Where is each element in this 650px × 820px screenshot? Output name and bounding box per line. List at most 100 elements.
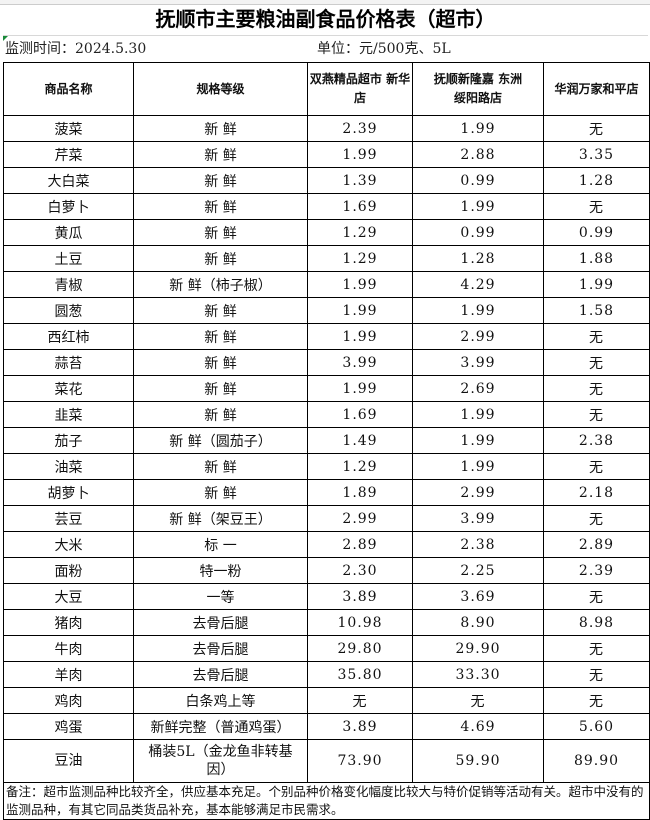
- store-1-price[interactable]: 1.69: [307, 401, 413, 428]
- spec-cell[interactable]: 新鲜完整（普通鸡蛋）: [133, 713, 308, 740]
- product-cell[interactable]: 豆油: [3, 739, 134, 783]
- spec-cell[interactable]: 新 鲜: [133, 245, 308, 272]
- spec-cell[interactable]: 去骨后腿: [133, 661, 308, 688]
- store-3-price[interactable]: 无: [543, 635, 650, 662]
- header-store-3[interactable]: 华润万家和平店: [543, 62, 650, 116]
- spec-cell[interactable]: 新 鲜: [133, 115, 308, 142]
- store-2-price[interactable]: 4.69: [412, 713, 544, 740]
- store-2-price[interactable]: 1.99: [412, 297, 544, 324]
- store-1-price[interactable]: 35.80: [307, 661, 413, 688]
- store-3-price[interactable]: 无: [543, 687, 650, 714]
- store-1-price[interactable]: 1.39: [307, 167, 413, 194]
- store-3-price[interactable]: 5.60: [543, 713, 650, 740]
- product-cell[interactable]: 菠菜: [3, 115, 134, 142]
- unit-label[interactable]: 单位：元/500克、5L: [317, 41, 451, 57]
- spec-cell[interactable]: 桶装5L（金龙鱼非转基因）: [133, 739, 308, 783]
- store-3-price[interactable]: 2.38: [543, 427, 650, 454]
- store-2-price[interactable]: 4.29: [412, 271, 544, 298]
- page-title[interactable]: 抚顺市主要粮油副食品价格表（超市）: [3, 4, 648, 36]
- product-cell[interactable]: 大豆: [3, 583, 134, 610]
- store-1-price[interactable]: 3.99: [307, 349, 413, 376]
- store-1-price[interactable]: 2.89: [307, 531, 413, 558]
- spec-cell[interactable]: 一等: [133, 583, 308, 610]
- store-3-price[interactable]: 无: [543, 323, 650, 350]
- product-cell[interactable]: 芸豆: [3, 505, 134, 532]
- spec-cell[interactable]: 新 鲜: [133, 401, 308, 428]
- product-cell[interactable]: 菜花: [3, 375, 134, 402]
- store-2-price[interactable]: 29.90: [412, 635, 544, 662]
- store-1-price[interactable]: 1.99: [307, 141, 413, 168]
- store-2-price[interactable]: 3.99: [412, 505, 544, 532]
- store-2-price[interactable]: 1.99: [412, 427, 544, 454]
- product-cell[interactable]: 白萝卜: [3, 193, 134, 220]
- store-3-price[interactable]: 无: [543, 661, 650, 688]
- store-1-price[interactable]: 3.89: [307, 713, 413, 740]
- store-2-price[interactable]: 1.99: [412, 193, 544, 220]
- product-cell[interactable]: 牛肉: [3, 635, 134, 662]
- store-1-price[interactable]: 1.99: [307, 323, 413, 350]
- store-3-price[interactable]: 无: [543, 583, 650, 610]
- store-2-price[interactable]: 3.99: [412, 349, 544, 376]
- store-2-price[interactable]: 1.99: [412, 453, 544, 480]
- store-2-price[interactable]: 2.99: [412, 323, 544, 350]
- store-3-price[interactable]: 1.88: [543, 245, 650, 272]
- store-1-price[interactable]: 无: [307, 687, 413, 714]
- store-3-price[interactable]: 3.35: [543, 141, 650, 168]
- store-2-price[interactable]: 1.28: [412, 245, 544, 272]
- header-store-2[interactable]: 抚顺新隆嘉 东洲绥阳路店: [412, 62, 544, 116]
- store-2-price[interactable]: 59.90: [412, 739, 544, 783]
- store-1-price[interactable]: 1.99: [307, 271, 413, 298]
- store-2-price[interactable]: 无: [412, 687, 544, 714]
- product-cell[interactable]: 鸡肉: [3, 687, 134, 714]
- header-product[interactable]: 商品名称: [3, 62, 134, 116]
- spec-cell[interactable]: 新 鲜: [133, 297, 308, 324]
- product-cell[interactable]: 大米: [3, 531, 134, 558]
- store-3-price[interactable]: 1.28: [543, 167, 650, 194]
- store-2-price[interactable]: 33.30: [412, 661, 544, 688]
- product-cell[interactable]: 西红柿: [3, 323, 134, 350]
- product-cell[interactable]: 大白菜: [3, 167, 134, 194]
- store-1-price[interactable]: 10.98: [307, 609, 413, 636]
- spec-cell[interactable]: 标 一: [133, 531, 308, 558]
- store-1-price[interactable]: 1.99: [307, 375, 413, 402]
- product-cell[interactable]: 胡萝卜: [3, 479, 134, 506]
- store-3-price[interactable]: 1.58: [543, 297, 650, 324]
- store-2-price[interactable]: 0.99: [412, 219, 544, 246]
- store-3-price[interactable]: 无: [543, 349, 650, 376]
- spec-cell[interactable]: 新 鲜: [133, 167, 308, 194]
- product-cell[interactable]: 油菜: [3, 453, 134, 480]
- store-2-price[interactable]: 2.25: [412, 557, 544, 584]
- header-spec[interactable]: 规格等级: [133, 62, 308, 116]
- store-3-price[interactable]: 2.39: [543, 557, 650, 584]
- store-3-price[interactable]: 无: [543, 193, 650, 220]
- product-cell[interactable]: 青椒: [3, 271, 134, 298]
- store-3-price[interactable]: 无: [543, 375, 650, 402]
- store-1-price[interactable]: 1.29: [307, 219, 413, 246]
- product-cell[interactable]: 蒜苔: [3, 349, 134, 376]
- store-1-price[interactable]: 1.29: [307, 453, 413, 480]
- spec-cell[interactable]: 新 鲜: [133, 479, 308, 506]
- product-cell[interactable]: 羊肉: [3, 661, 134, 688]
- store-1-price[interactable]: 1.69: [307, 193, 413, 220]
- product-cell[interactable]: 猪肉: [3, 609, 134, 636]
- store-3-price[interactable]: 2.18: [543, 479, 650, 506]
- store-3-price[interactable]: 8.98: [543, 609, 650, 636]
- spec-cell[interactable]: 新 鲜: [133, 141, 308, 168]
- spec-cell[interactable]: 新 鲜: [133, 453, 308, 480]
- store-2-price[interactable]: 2.69: [412, 375, 544, 402]
- header-store-1[interactable]: 双燕精品超市 新华店: [307, 62, 413, 116]
- store-3-price[interactable]: 89.90: [543, 739, 650, 783]
- store-1-price[interactable]: 2.99: [307, 505, 413, 532]
- store-2-price[interactable]: 3.69: [412, 583, 544, 610]
- spec-cell[interactable]: 新 鲜（柿子椒）: [133, 271, 308, 298]
- date-label[interactable]: 监测时间：2024.5.30: [5, 41, 147, 57]
- store-1-price[interactable]: 2.39: [307, 115, 413, 142]
- spec-cell[interactable]: 去骨后腿: [133, 635, 308, 662]
- note-text[interactable]: 备注：超市监测品种比较齐全，供应基本充足。个别品种价格变化幅度比较大与特价促销等…: [3, 782, 650, 820]
- spec-cell[interactable]: 特一粉: [133, 557, 308, 584]
- spec-cell[interactable]: 去骨后腿: [133, 609, 308, 636]
- product-cell[interactable]: 茄子: [3, 427, 134, 454]
- store-3-price[interactable]: 0.99: [543, 219, 650, 246]
- store-1-price[interactable]: 3.89: [307, 583, 413, 610]
- product-cell[interactable]: 圆葱: [3, 297, 134, 324]
